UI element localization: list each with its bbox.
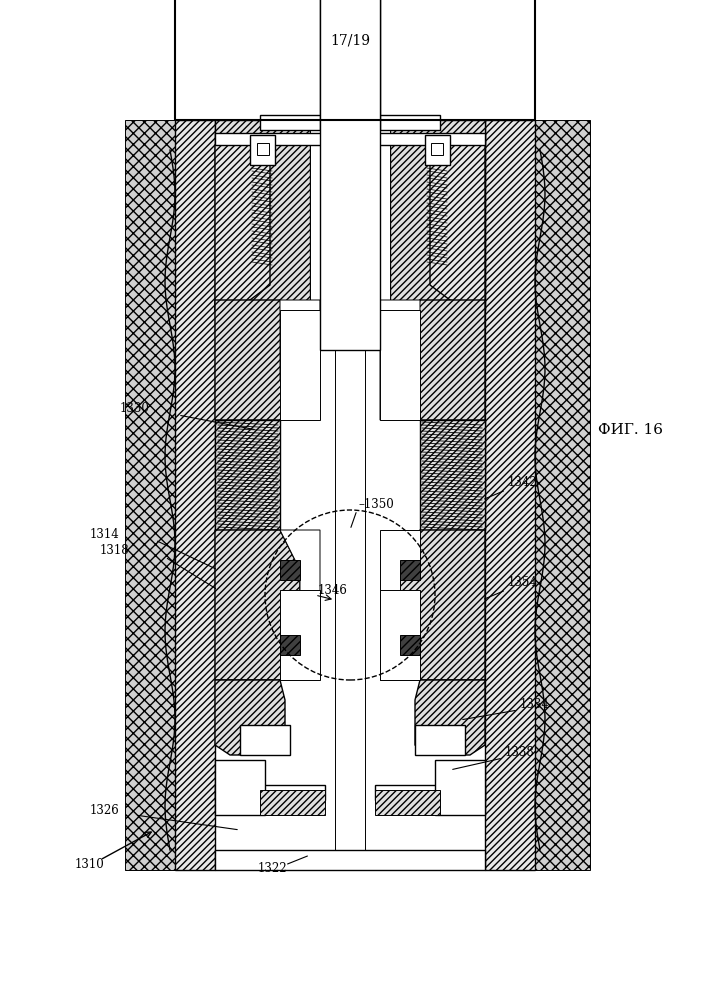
Bar [435, 760, 485, 815]
Bar [260, 790, 325, 815]
Bar [215, 133, 485, 145]
Polygon shape [400, 560, 420, 580]
Text: 1346: 1346 [318, 583, 348, 596]
Text: 1326: 1326 [90, 803, 120, 816]
Bar [415, 725, 465, 755]
Text: –1350: –1350 [358, 499, 394, 511]
Bar [380, 590, 420, 680]
Bar [175, 0, 535, 120]
Polygon shape [430, 145, 485, 310]
Bar [280, 310, 320, 420]
Bar [215, 785, 325, 800]
Polygon shape [485, 120, 535, 870]
Polygon shape [535, 120, 590, 870]
Bar [425, 135, 450, 165]
Bar [320, 0, 380, 130]
Bar [215, 850, 485, 870]
Text: 1322: 1322 [258, 861, 287, 874]
Polygon shape [215, 145, 270, 310]
Bar [431, 143, 443, 155]
Polygon shape [380, 300, 420, 420]
Bar [310, 120, 390, 310]
Text: 1310: 1310 [75, 858, 104, 871]
Text: 1318: 1318 [100, 543, 130, 556]
Polygon shape [280, 300, 320, 420]
Polygon shape [215, 420, 280, 530]
Polygon shape [280, 530, 320, 680]
Bar [280, 590, 320, 680]
Text: 1354: 1354 [508, 576, 538, 589]
Text: ФИГ. 16: ФИГ. 16 [598, 423, 663, 437]
Polygon shape [215, 680, 285, 755]
Bar [240, 725, 290, 755]
Polygon shape [215, 530, 300, 680]
Bar [375, 785, 485, 800]
Text: 1314: 1314 [90, 528, 120, 541]
Polygon shape [380, 530, 420, 680]
Text: 1330: 1330 [120, 402, 150, 415]
Bar [250, 135, 275, 165]
Bar [375, 790, 440, 815]
Bar [215, 760, 265, 815]
Bar [260, 115, 440, 130]
Text: 1342: 1342 [508, 477, 538, 490]
Text: 17/19: 17/19 [330, 33, 370, 47]
Text: 1334: 1334 [520, 698, 550, 711]
Polygon shape [390, 120, 485, 310]
Polygon shape [280, 635, 300, 655]
Polygon shape [215, 120, 310, 310]
Polygon shape [400, 635, 420, 655]
Polygon shape [400, 300, 485, 420]
Polygon shape [420, 420, 485, 530]
Bar [320, 0, 380, 350]
Polygon shape [215, 300, 300, 420]
Bar [257, 143, 269, 155]
Polygon shape [415, 680, 485, 755]
Polygon shape [280, 560, 300, 580]
Text: 1338: 1338 [505, 745, 535, 758]
Polygon shape [125, 120, 175, 870]
Polygon shape [400, 530, 485, 680]
Polygon shape [175, 120, 215, 870]
Bar [380, 310, 420, 420]
